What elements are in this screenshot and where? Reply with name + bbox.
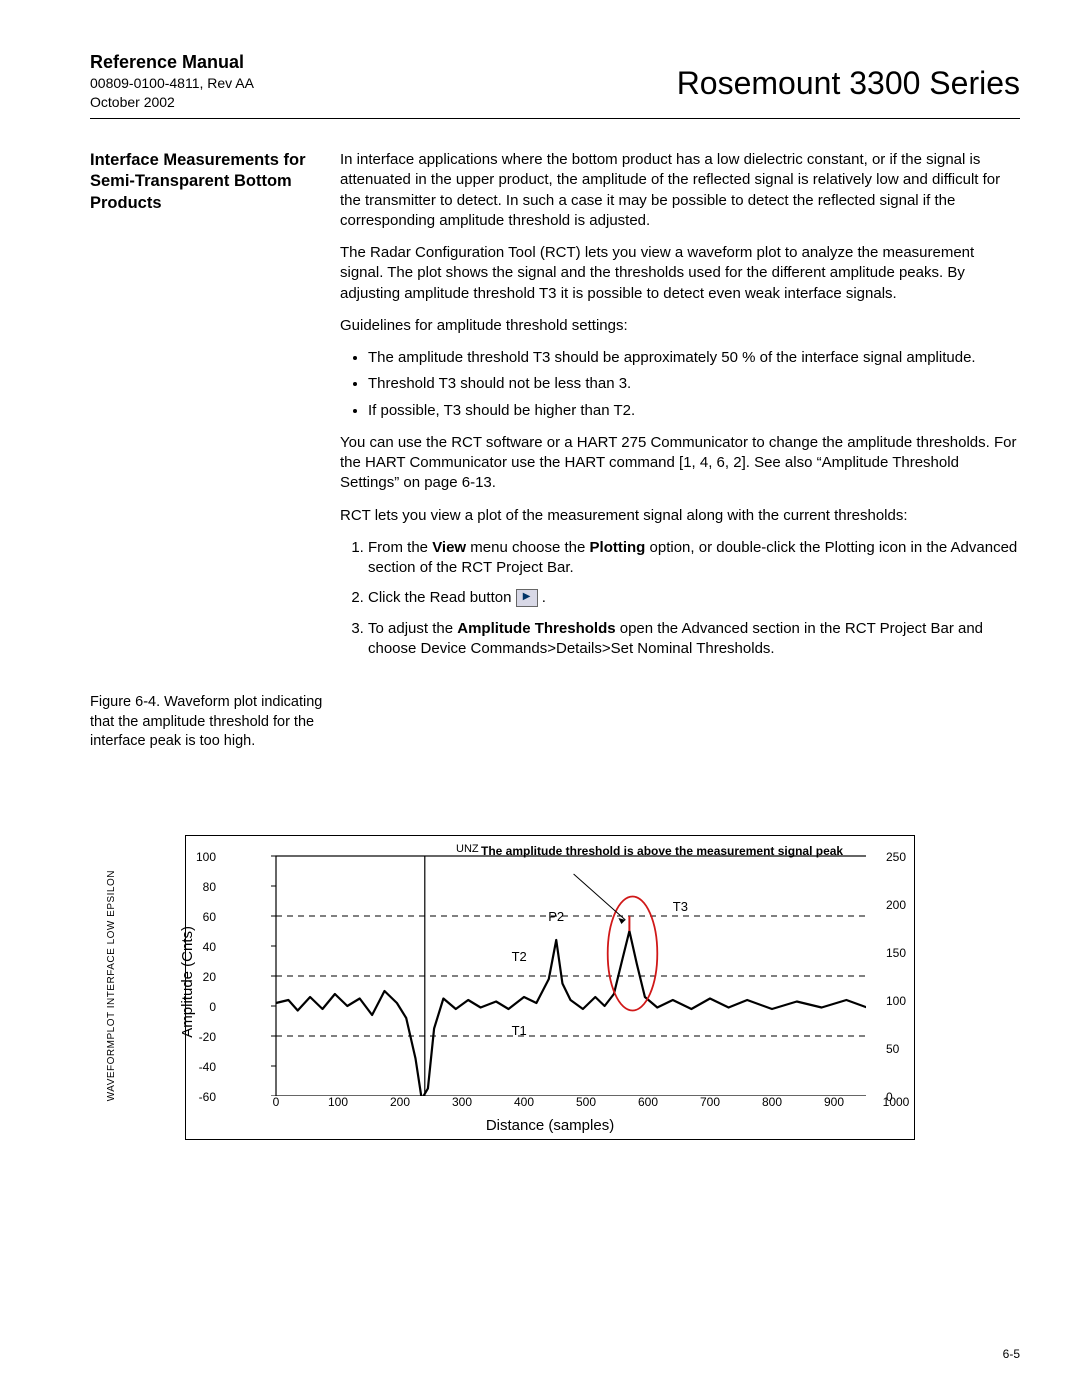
chart-box: 100806040200-20-40-60 250200150100500 01… — [185, 835, 915, 1140]
section-title: Interface Measurements for Semi-Transpar… — [90, 150, 340, 671]
unz-label: UNZ — [456, 842, 479, 857]
x-tick: 0 — [256, 1094, 296, 1110]
x-tick: 400 — [504, 1094, 544, 1110]
waveform-chart: 100806040200-20-40-60 250200150100500 01… — [185, 835, 955, 1140]
x-tick: 700 — [690, 1094, 730, 1110]
y-tick: -40 — [186, 1059, 216, 1075]
para-5: RCT lets you view a plot of the measurem… — [340, 506, 1020, 526]
x-tick: 900 — [814, 1094, 854, 1110]
chart-side-caption: WAVEFORMPLOT INTERFACE LOW EPSILON — [105, 870, 119, 1101]
x-tick: 100 — [318, 1094, 358, 1110]
header-rule — [90, 118, 1020, 119]
bullet-3: If possible, T3 should be higher than T2… — [368, 401, 1020, 421]
x-tick: 600 — [628, 1094, 668, 1110]
para-1: In interface applications where the bott… — [340, 150, 1020, 231]
p2-label: P2 — [548, 908, 564, 926]
page-number: 6-5 — [1003, 1346, 1020, 1362]
header-left: Reference Manual 00809-0100-4811, Rev AA… — [90, 50, 254, 112]
waveform-svg — [226, 846, 866, 1096]
y-tick: 80 — [186, 879, 216, 895]
step-3: To adjust the Amplitude Thresholds open … — [368, 619, 1020, 660]
y2-tick: 50 — [886, 1041, 916, 1057]
x-tick: 200 — [380, 1094, 420, 1110]
reference-manual-label: Reference Manual — [90, 50, 254, 74]
y2-tick: 100 — [886, 993, 916, 1009]
document-number: 00809-0100-4811, Rev AA — [90, 74, 254, 93]
step-2: Click the Read button ▶ . — [368, 588, 1020, 608]
product-title: Rosemount 3300 Series — [677, 62, 1020, 105]
body-text: In interface applications where the bott… — [340, 150, 1020, 671]
t2-label: T2 — [512, 948, 527, 966]
y2-tick: 250 — [886, 849, 916, 865]
y-axis-label: Amplitude (Cnts) — [178, 926, 198, 1038]
bullet-2: Threshold T3 should not be less than 3. — [368, 374, 1020, 394]
para-2: The Radar Configuration Tool (RCT) lets … — [340, 243, 1020, 304]
step-1: From the View menu choose the Plotting o… — [368, 538, 1020, 579]
document-date: October 2002 — [90, 93, 254, 112]
x-axis-label: Distance (samples) — [186, 1116, 914, 1136]
x-tick: 800 — [752, 1094, 792, 1110]
figure-caption: Figure 6-4. Waveform plot indicating tha… — [90, 693, 340, 752]
para-4: You can use the RCT software or a HART 2… — [340, 433, 1020, 494]
annotation-text: The amplitude threshold is above the mea… — [481, 844, 843, 858]
x-tick: 1000 — [876, 1094, 916, 1110]
y2-tick: 200 — [886, 897, 916, 913]
read-button-icon: ▶ — [516, 589, 538, 607]
para-3: Guidelines for amplitude threshold setti… — [340, 316, 1020, 336]
x-tick: 500 — [566, 1094, 606, 1110]
t1-label: T1 — [512, 1022, 527, 1040]
y-tick: -60 — [186, 1089, 216, 1105]
y-tick: 100 — [186, 849, 216, 865]
t3-label: T3 — [673, 898, 688, 916]
y-tick: 60 — [186, 909, 216, 925]
y2-tick: 150 — [886, 945, 916, 961]
bullet-1: The amplitude threshold T3 should be app… — [368, 348, 1020, 368]
x-tick: 300 — [442, 1094, 482, 1110]
